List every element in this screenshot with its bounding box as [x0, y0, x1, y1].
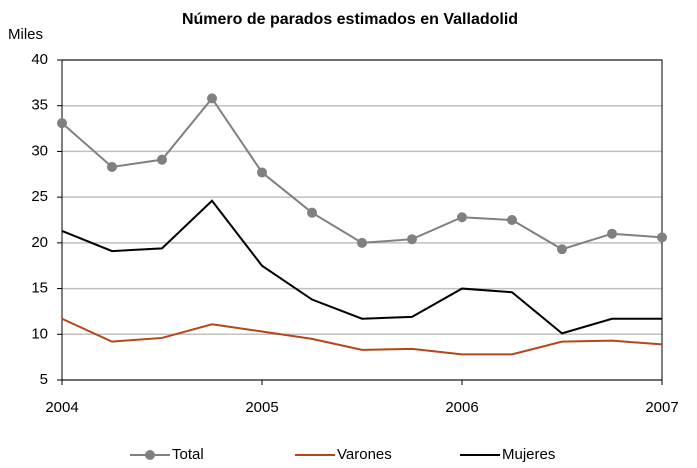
y-tick-label: 15 [31, 280, 48, 297]
legend-marker [145, 450, 155, 460]
legend-label: Mujeres [502, 446, 555, 463]
y-tick-label: 5 [40, 371, 48, 388]
legend-label: Varones [337, 446, 392, 463]
x-tick-label: 2006 [445, 399, 478, 416]
x-tick-label: 2005 [245, 399, 278, 416]
y-tick-label: 10 [31, 325, 48, 342]
data-point [657, 232, 667, 243]
series-line [61, 317, 663, 356]
data-point [257, 167, 267, 178]
x-tick-label: 2007 [645, 399, 678, 416]
data-point [207, 93, 217, 104]
data-point [107, 161, 117, 172]
plot-frame [61, 59, 663, 381]
data-point [507, 215, 517, 225]
y-tick-label: 35 [31, 97, 48, 114]
data-point [607, 228, 617, 239]
data-point [357, 237, 367, 248]
legend-label: Total [172, 446, 204, 463]
data-point [457, 212, 467, 223]
data-point [407, 234, 417, 245]
y-tick-label: 25 [31, 188, 48, 205]
data-point [307, 207, 317, 218]
y-axis-label: Miles [8, 26, 43, 43]
y-tick-label: 30 [31, 142, 48, 159]
chart-title: Número de parados estimados en Valladoli… [182, 11, 518, 28]
y-tick-label: 40 [31, 51, 48, 68]
data-point [157, 154, 167, 165]
series-line [61, 199, 662, 335]
x-tick-label: 2004 [45, 399, 78, 416]
data-point [57, 118, 67, 129]
y-tick-label: 20 [31, 234, 48, 251]
data-point [557, 244, 567, 255]
series-line [61, 96, 663, 251]
